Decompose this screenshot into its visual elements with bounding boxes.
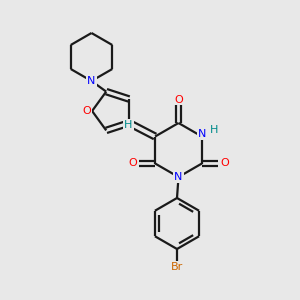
Text: Br: Br <box>171 262 183 272</box>
Text: O: O <box>220 158 229 169</box>
Text: H: H <box>124 120 133 130</box>
Text: O: O <box>82 106 91 116</box>
Text: H: H <box>210 125 218 136</box>
Text: N: N <box>198 129 206 139</box>
Text: O: O <box>128 158 137 169</box>
Text: O: O <box>174 94 183 105</box>
Text: N: N <box>87 76 96 86</box>
Text: N: N <box>174 172 183 182</box>
